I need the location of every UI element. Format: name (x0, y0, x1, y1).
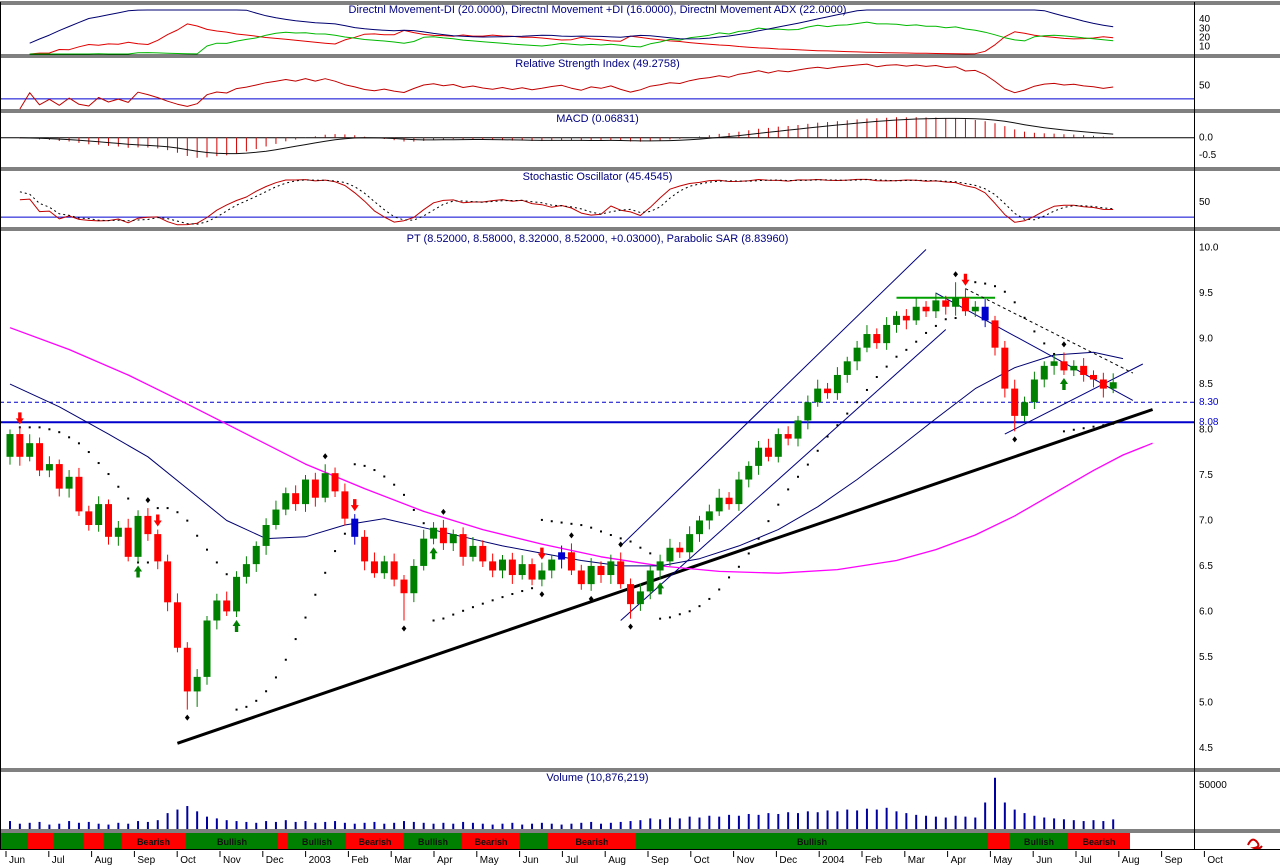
svg-text:Dec: Dec (266, 855, 284, 866)
svg-text:Nov: Nov (223, 855, 241, 866)
svg-text:Oct: Oct (1207, 855, 1223, 866)
svg-text:40: 40 (1199, 14, 1211, 25)
svg-text:Apr: Apr (951, 855, 967, 866)
svg-text:Mar: Mar (394, 855, 412, 866)
svg-text:Bearish: Bearish (1082, 837, 1115, 847)
svg-text:Mar: Mar (908, 855, 926, 866)
svg-text:0.0: 0.0 (1199, 133, 1213, 144)
svg-text:Feb: Feb (351, 855, 369, 866)
svg-text:Jul: Jul (52, 855, 65, 866)
svg-text:7.0: 7.0 (1199, 515, 1213, 526)
svg-text:10.0: 10.0 (1199, 243, 1219, 254)
svg-text:Sep: Sep (651, 855, 669, 866)
svg-text:-0.5: -0.5 (1199, 150, 1217, 161)
svg-text:50000: 50000 (1199, 780, 1227, 791)
macd-panel: 0.0 -0.5 (0, 117, 1217, 161)
svg-text:5.5: 5.5 (1199, 652, 1213, 663)
svg-text:May: May (480, 855, 499, 866)
svg-text:Bullish: Bullish (418, 837, 448, 847)
svg-text:5.0: 5.0 (1199, 697, 1213, 708)
svg-text:2003: 2003 (309, 855, 332, 866)
svg-text:May: May (993, 855, 1012, 866)
svg-text:Apr: Apr (437, 855, 453, 866)
svg-text:4.5: 4.5 (1199, 743, 1213, 754)
svg-text:Sep: Sep (137, 855, 155, 866)
svg-text:Sep: Sep (1165, 855, 1183, 866)
svg-text:Bearish: Bearish (358, 837, 391, 847)
svg-text:Bullish: Bullish (1024, 837, 1054, 847)
svg-text:Feb: Feb (865, 855, 883, 866)
svg-text:Jul: Jul (565, 855, 578, 866)
svg-text:Bullish: Bullish (217, 837, 247, 847)
svg-text:Bearish: Bearish (474, 837, 507, 847)
svg-text:Jun: Jun (523, 855, 539, 866)
svg-text:Bearish: Bearish (137, 837, 170, 847)
svg-text:Aug: Aug (1122, 855, 1140, 866)
svg-text:8.5: 8.5 (1199, 379, 1213, 390)
svg-text:50: 50 (1199, 197, 1211, 208)
rsi-panel: 50 (0, 63, 1211, 110)
svg-text:7.5: 7.5 (1199, 470, 1213, 481)
svg-text:Bullish: Bullish (797, 837, 827, 847)
svg-text:6.5: 6.5 (1199, 561, 1213, 572)
price-panel: 8.30 8.08 10.0 9.5 9.0 8.5 8.0 7.5 7.0 6.5 6.0 5.5 5… (0, 243, 1219, 754)
trend-ribbon: Bearish Bullish Bullish Bearish Bullish Beari… (0, 833, 1130, 849)
svg-text:Bearish: Bearish (575, 837, 608, 847)
svg-text:Jun: Jun (9, 855, 25, 866)
brand-logo-icon (1247, 838, 1263, 850)
svg-text:Oct: Oct (694, 855, 710, 866)
svg-text:20: 20 (1199, 33, 1211, 44)
svg-text:6.0: 6.0 (1199, 606, 1213, 617)
stochastic-panel: 50 (0, 178, 1211, 226)
svg-text:8.30: 8.30 (1199, 397, 1219, 408)
svg-text:50: 50 (1199, 81, 1211, 92)
svg-text:Dec: Dec (779, 855, 797, 866)
svg-text:9.0: 9.0 (1199, 334, 1213, 345)
svg-text:Nov: Nov (737, 855, 755, 866)
svg-text:8.0: 8.0 (1199, 425, 1213, 436)
svg-text:Jul: Jul (1079, 855, 1092, 866)
svg-text:9.5: 9.5 (1199, 288, 1213, 299)
svg-text:Bullish: Bullish (302, 837, 332, 847)
svg-text:8.08: 8.08 (1199, 417, 1219, 428)
svg-text:Aug: Aug (608, 855, 626, 866)
svg-text:Aug: Aug (95, 855, 113, 866)
svg-text:Jun: Jun (1036, 855, 1052, 866)
svg-text:Oct: Oct (180, 855, 196, 866)
volume-panel: 50000 (9, 777, 1227, 829)
svg-text:30: 30 (1199, 23, 1211, 34)
time-axis: Jun Jul Aug Sep Oct Nov Dec 2003 Feb Mar Apr May Jun… (5, 851, 1223, 866)
svg-text:10: 10 (1199, 42, 1211, 53)
svg-text:2004: 2004 (822, 855, 845, 866)
